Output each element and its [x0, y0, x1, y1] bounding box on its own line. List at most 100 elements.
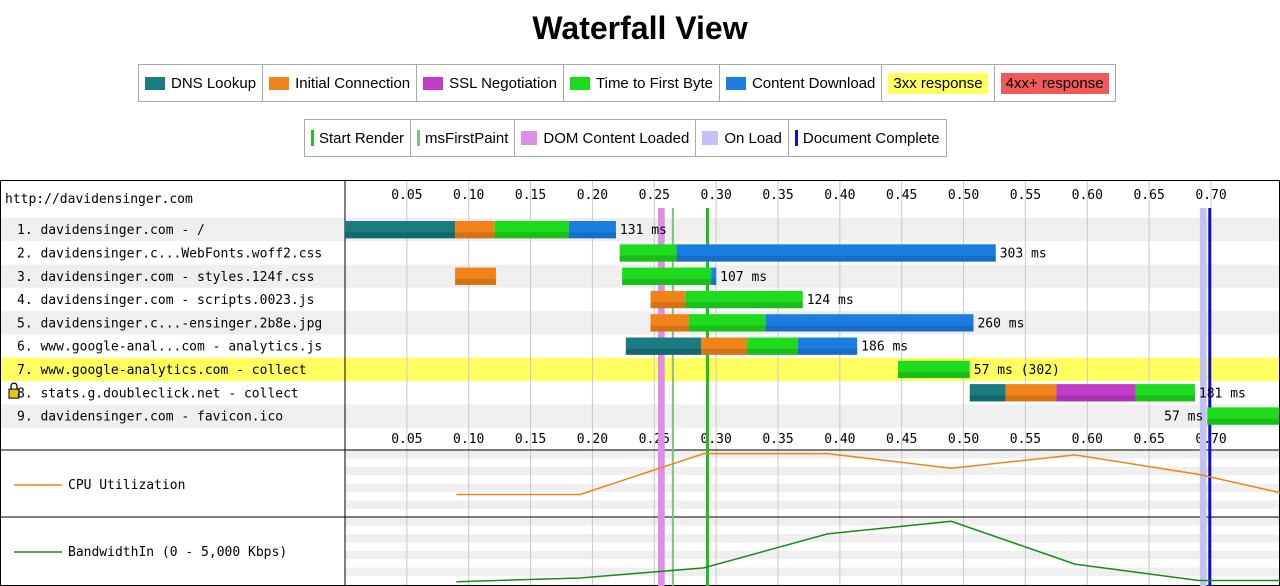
- request-timing: 260 ms: [977, 316, 1024, 331]
- legend-swatch: [570, 76, 590, 90]
- legend-swatch: [423, 76, 444, 90]
- legend-label: DOM Content Loaded: [543, 129, 690, 147]
- legend-item-on-load: On Load: [696, 120, 789, 156]
- tick-label-top: 0.55: [1010, 188, 1041, 203]
- cpu-utilization-label: CPU Utilization: [68, 478, 185, 493]
- graph-stripe: [345, 483, 1280, 492]
- bar-shade: [455, 278, 496, 285]
- request-timing: 57 ms (302): [974, 363, 1060, 378]
- request-label: 2. davidensinger.c...WebFonts.woff2.css: [17, 246, 322, 261]
- request-timing: 186 ms: [861, 340, 908, 355]
- tick-label-bottom: 0.15: [515, 432, 546, 447]
- tick-label-top: 0.45: [886, 188, 917, 203]
- bar-shade: [797, 348, 858, 355]
- legend-label: Document Complete: [802, 129, 940, 147]
- marker-dom-content-loaded: [657, 208, 665, 586]
- legend-label: SSL Negotiation: [449, 74, 557, 92]
- legend-label: Initial Connection: [295, 74, 411, 92]
- bandwidth-in-label: BandwidthIn (0 - 5,000 Kbps): [68, 545, 287, 560]
- request-timing: 57 ms: [1164, 410, 1203, 425]
- tick-label-bottom: 0.45: [886, 432, 917, 447]
- tick-label-top: 0.20: [577, 188, 608, 203]
- request-label: 9. davidensinger.com - favicon.ico: [17, 410, 283, 425]
- graph-stripe: [345, 466, 1280, 476]
- legend-swatch: [725, 76, 746, 90]
- tick-label-bottom: 0.50: [948, 432, 979, 447]
- row-background: [0, 287, 1280, 312]
- legend-swatch: [702, 131, 719, 145]
- legend-item-dom-content-loaded: DOM Content Loaded: [515, 120, 697, 156]
- legend-item-start-render: Start Render: [305, 120, 412, 156]
- waterfall-chart: 0.05 0.05 0.10 0.10 0.15 0.15 0.20 0.20 0.25 0.25…: [0, 180, 1280, 586]
- legend-item-msfirstpaint: msFirstPaint: [411, 120, 516, 156]
- legend-item-initial-connection: Initial Connection: [263, 65, 418, 101]
- bar-shade: [625, 348, 702, 355]
- tick-label-bottom: 0.10: [453, 432, 484, 447]
- marker-legend: Start Render msFirstPaint DOM Content Load…: [304, 119, 947, 157]
- bar-shade: [747, 348, 798, 355]
- bandwidth-in-line: [456, 520, 1280, 583]
- request-timing: 303 ms: [1000, 246, 1047, 261]
- bar-shade: [969, 395, 1006, 402]
- legend-label: Content Download: [751, 74, 876, 92]
- bar-shade: [1207, 418, 1280, 425]
- legend-swatch: [145, 76, 165, 90]
- tick-label-top: 0.50: [948, 188, 979, 203]
- phase-legend: DNS Lookup Initial Connection SSL Negotiat…: [138, 64, 1116, 102]
- tick-label-bottom: 0.35: [762, 432, 793, 447]
- legend-item-content-download: Content Download: [720, 65, 883, 101]
- tick-label-top: 0.65: [1133, 188, 1164, 203]
- legend-swatch: [794, 130, 798, 146]
- legend-swatch: [417, 130, 421, 146]
- request-label: 7. www.google-analytics.com - collect: [17, 363, 307, 378]
- bar-shade: [688, 325, 766, 332]
- legend-label: Start Render: [319, 129, 405, 147]
- lock-icon: [8, 382, 20, 399]
- legend-label: On Load: [724, 129, 782, 147]
- tick-label-bottom: 0.55: [1010, 432, 1041, 447]
- request-label: 8. stats.g.doubleclick.net - collect: [17, 386, 299, 401]
- legend-label: DNS Lookup: [171, 74, 257, 92]
- bar-shade: [676, 255, 996, 262]
- page-url-label: http://davidensinger.com: [5, 192, 193, 207]
- request-timing: 124 ms: [807, 293, 854, 308]
- legend-item-time-to-first-byte: Time to First Byte: [564, 65, 720, 101]
- tick-label-bottom: 0.60: [1072, 432, 1103, 447]
- tick-label-top: 0.70: [1195, 188, 1226, 203]
- bar-shade: [345, 232, 456, 239]
- request-label: 5. davidensinger.c...-ensinger.2b8e.jpg: [17, 316, 322, 331]
- tick-label-bottom: 0.25: [639, 432, 670, 447]
- request-timing: 131 ms: [620, 223, 667, 238]
- bar-shade: [1056, 395, 1136, 402]
- tick-label-bottom: 0.05: [391, 432, 422, 447]
- legend-item-3xx-response: 3xx response: [882, 65, 995, 101]
- legend-swatch: [269, 76, 290, 90]
- tick-label-top: 0.15: [515, 188, 546, 203]
- tick-label-top: 0.35: [762, 188, 793, 203]
- tick-label-top: 0.40: [824, 188, 855, 203]
- bar-shade: [701, 348, 748, 355]
- lock-shackle: [10, 382, 18, 390]
- request-label: 1. davidensinger.com - /: [17, 223, 205, 238]
- tick-label-top: 0.60: [1072, 188, 1103, 203]
- tick-label-bottom: 0.40: [824, 432, 855, 447]
- row-background: [0, 381, 1280, 405]
- bar-shade: [1135, 395, 1195, 402]
- legend-item-ssl-negotiation: SSL Negotiation: [417, 65, 564, 101]
- legend-item-dns-lookup: DNS Lookup: [139, 65, 264, 101]
- graph-stripe: [345, 517, 1280, 526]
- request-timing: 181 ms: [1199, 386, 1246, 401]
- legend-label: Time to First Byte: [596, 74, 713, 92]
- bar-shade: [619, 255, 677, 262]
- row-background: [0, 218, 1280, 242]
- tick-label-top: 0.30: [700, 188, 731, 203]
- request-label: 3. davidensinger.com - styles.124f.css: [17, 270, 314, 285]
- bar-shade: [494, 232, 569, 239]
- lock-body: [8, 388, 20, 399]
- graph-stripe: [345, 567, 1280, 576]
- legend-item-4xx-response: 4xx+ response: [995, 65, 1115, 101]
- graph-stripe: [345, 550, 1280, 560]
- tick-label-bottom: 0.30: [700, 432, 731, 447]
- cpu-utilization-line: [456, 452, 1280, 496]
- bar-shade: [1005, 395, 1057, 402]
